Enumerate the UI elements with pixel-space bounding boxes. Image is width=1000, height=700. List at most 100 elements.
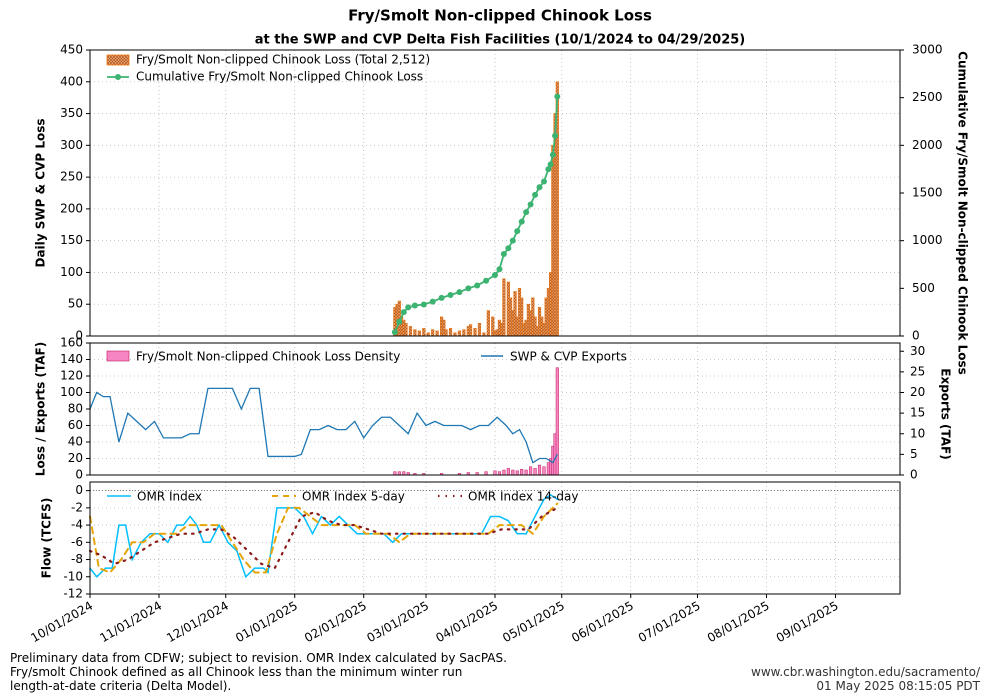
x-tick-label: 01/01/2025 xyxy=(233,599,300,646)
omr-line-solid xyxy=(89,494,559,579)
y-tick-label: -2 xyxy=(71,500,83,514)
cumulative-point xyxy=(429,298,436,305)
y-tick-label: 450 xyxy=(60,43,83,57)
legend-marker-cumulative xyxy=(115,74,121,80)
x-tick-label: 08/01/2025 xyxy=(705,599,772,646)
loss-bar xyxy=(502,278,506,337)
y2-axis-label-top: Cumulative Fry/Smolt Non-clipped Chinook… xyxy=(956,51,970,375)
x-tick-label: 06/01/2025 xyxy=(569,599,636,646)
x-tick-label: 03/01/2025 xyxy=(364,599,431,646)
density-bar xyxy=(502,469,506,476)
loss-bar xyxy=(422,328,426,337)
density-bar xyxy=(520,468,524,476)
cumulative-point xyxy=(549,151,556,158)
legend-label-exports: SWP & CVP Exports xyxy=(510,350,627,364)
y2-tick-label: 2500 xyxy=(912,90,943,104)
legend-label-omr: OMR Index 14-day xyxy=(468,490,578,504)
cumulative-point xyxy=(540,178,547,185)
cumulative-point xyxy=(456,289,463,296)
omr-line-dotted xyxy=(88,506,559,570)
cumulative-point xyxy=(405,304,412,311)
y-tick-label: 50 xyxy=(68,297,83,311)
y2-tick-label: 5 xyxy=(910,447,918,461)
y-tick-label: 200 xyxy=(60,201,83,215)
legend-label-omr: OMR Index xyxy=(137,490,202,504)
cumulative-point xyxy=(536,184,543,191)
x-tick-label: 05/01/2025 xyxy=(500,599,567,646)
cumulative-point xyxy=(552,132,559,139)
cumulative-point xyxy=(532,191,539,198)
density-bar xyxy=(493,470,497,476)
cumulative-point xyxy=(545,166,552,173)
x-tick-label: 11/01/2024 xyxy=(97,599,164,646)
cumulative-point xyxy=(509,237,516,244)
cumulative-point xyxy=(496,266,503,273)
y-tick-label: 120 xyxy=(60,369,83,383)
y-tick-label: 0 xyxy=(75,468,83,482)
y2-tick-label: 20 xyxy=(910,385,925,399)
cumulative-point xyxy=(396,318,403,325)
density-bar xyxy=(515,470,519,476)
x-tick-label: 04/01/2025 xyxy=(433,599,500,646)
cumulative-point xyxy=(527,201,534,208)
y-tick-label: 80 xyxy=(68,402,83,416)
panel-frame-bot xyxy=(89,481,901,595)
x-tick-label: 07/01/2025 xyxy=(636,599,703,646)
cumulative-point xyxy=(514,228,521,235)
density-bar xyxy=(533,468,537,476)
y2-tick-label: 0 xyxy=(910,468,918,482)
exports-line xyxy=(89,387,558,464)
y-axis-label-mid: Loss / Exports (TAF) xyxy=(34,342,48,476)
cumulative-point xyxy=(492,271,498,278)
y-tick-label: 20 xyxy=(68,451,83,465)
y-tick-label: 250 xyxy=(60,170,83,184)
chart-subtitle: at the SWP and CVP Delta Fish Facilities… xyxy=(255,33,746,48)
y-tick-label: 300 xyxy=(60,138,83,152)
cumulative-point xyxy=(500,251,507,258)
y2-tick-label: 3000 xyxy=(912,43,943,57)
legend-label-cumulative: Cumulative Fry/Smolt Non-clipped Chinook… xyxy=(136,70,423,84)
y2-tick-label: 1000 xyxy=(912,233,943,247)
loss-bar xyxy=(444,329,448,337)
y-tick-label: 160 xyxy=(60,336,83,350)
y2-axis-label-mid: Exports (TAF) xyxy=(939,368,953,459)
panel-frame-mid xyxy=(89,342,901,476)
density-bar xyxy=(542,466,546,476)
credit-stamp: www.cbr.washington.edu/sacramento/ 01 Ma… xyxy=(751,665,980,693)
x-tick-label: 09/01/2025 xyxy=(774,599,841,646)
density-bar xyxy=(524,469,528,476)
loss-bar xyxy=(448,328,453,337)
y-tick-label: 0 xyxy=(75,483,83,497)
cumulative-point xyxy=(523,209,530,216)
y-tick-label: -6 xyxy=(71,535,83,549)
y2-tick-label: 500 xyxy=(912,281,935,295)
loss-bar xyxy=(408,326,413,337)
y-tick-label: -12 xyxy=(63,587,83,601)
y2-tick-label: 15 xyxy=(910,406,925,420)
loss-bar xyxy=(457,330,461,337)
cumulative-point xyxy=(483,277,490,284)
x-tick-label: 12/01/2024 xyxy=(164,599,231,646)
loss-bar xyxy=(477,322,482,337)
y-tick-label: 100 xyxy=(60,265,83,279)
legend-label-loss: Fry/Smolt Non-clipped Chinook Loss (Tota… xyxy=(136,53,430,67)
y-tick-label: 40 xyxy=(68,435,83,449)
y2-tick-label: 0 xyxy=(912,329,920,343)
y-tick-label: -4 xyxy=(71,518,83,532)
y-tick-label: 140 xyxy=(60,352,83,366)
legend-label-density: Fry/Smolt Non-clipped Chinook Loss Densi… xyxy=(136,350,400,364)
loss-bar xyxy=(486,310,490,337)
density-bar xyxy=(506,468,510,476)
cumulative-line xyxy=(394,96,559,333)
density-bar xyxy=(537,464,542,476)
y-axis-label-top: Daily SWP & CVP Loss xyxy=(34,118,48,267)
density-bar xyxy=(511,469,515,476)
cumulative-point xyxy=(420,301,427,308)
cumulative-point xyxy=(505,245,512,252)
loss-bar xyxy=(404,322,408,337)
footnote: Preliminary data from CDFW; subject to r… xyxy=(10,651,507,693)
cumulative-point xyxy=(438,294,445,301)
y2-tick-label: 1500 xyxy=(912,186,943,200)
y2-tick-label: 25 xyxy=(910,364,925,378)
